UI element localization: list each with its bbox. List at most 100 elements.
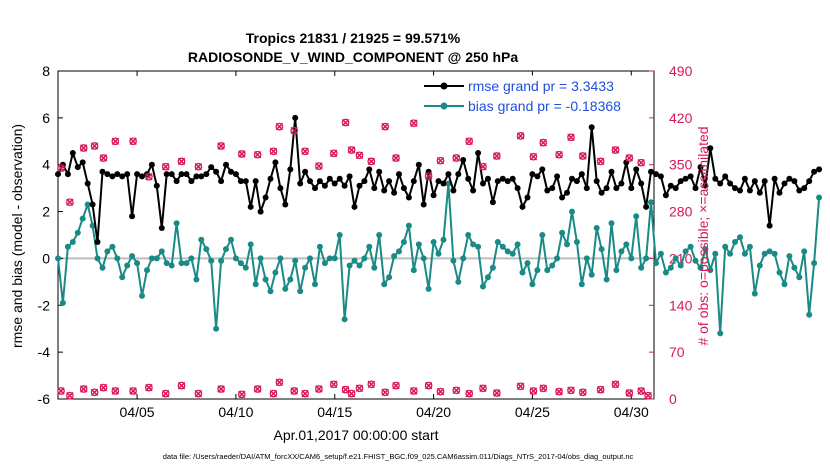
chart-title-line1: Tropics 21831 / 21925 = 99.571% bbox=[246, 30, 461, 46]
obs-possible-marker bbox=[611, 380, 620, 389]
obs-possible-marker bbox=[567, 133, 575, 142]
obs-assimilated-marker bbox=[452, 154, 461, 162]
bias-point bbox=[74, 229, 81, 236]
rmse-point bbox=[638, 180, 645, 187]
legend: rmse grand pr = 3.3433 bias grand pr = -… bbox=[418, 75, 652, 118]
obs-possible-marker bbox=[424, 172, 433, 180]
x-tick-label: 04/05 bbox=[120, 404, 155, 420]
rmse-point bbox=[514, 185, 521, 192]
bias-point bbox=[55, 255, 61, 262]
obs-possible-marker bbox=[539, 138, 548, 147]
rmse-point bbox=[603, 185, 610, 192]
bias-point bbox=[603, 276, 610, 283]
rmse-point bbox=[529, 171, 536, 178]
obs-possible-marker bbox=[301, 147, 309, 156]
obs-assimilated-marker bbox=[625, 389, 634, 397]
bias-point bbox=[188, 255, 195, 262]
bias-point bbox=[593, 225, 600, 231]
rmse-point bbox=[598, 189, 605, 196]
bias-point bbox=[638, 264, 645, 271]
rmse-point bbox=[99, 168, 106, 175]
rmse-point bbox=[257, 208, 264, 215]
obs-assimilated-marker bbox=[637, 387, 645, 395]
obs-assimilated-marker bbox=[555, 387, 563, 396]
obs-possible-marker bbox=[479, 162, 487, 171]
bias-point bbox=[653, 260, 659, 267]
obs-assimilated-marker bbox=[516, 382, 525, 391]
obs-possible-marker bbox=[347, 389, 356, 398]
rmse-point bbox=[746, 187, 753, 194]
obs-assimilated-marker bbox=[194, 389, 203, 398]
rmse-point bbox=[307, 178, 313, 185]
obs-assimilated-marker bbox=[66, 198, 74, 206]
rmse-point bbox=[643, 203, 650, 210]
bias-point bbox=[336, 232, 343, 238]
obs-possible-marker bbox=[315, 385, 323, 393]
rmse-point bbox=[465, 175, 472, 182]
obs-assimilated-marker bbox=[111, 387, 120, 395]
rmse-point bbox=[252, 178, 259, 185]
x-tick-label: 04/15 bbox=[317, 404, 352, 420]
rmse-point bbox=[316, 178, 323, 185]
obs-assimilated-marker bbox=[275, 122, 284, 131]
bias-point bbox=[420, 255, 427, 262]
bias-point bbox=[84, 201, 91, 208]
obs-possible-marker bbox=[625, 389, 634, 397]
obs-assimilated-marker bbox=[79, 144, 88, 152]
bias-point bbox=[717, 330, 724, 337]
obs-assimilated-marker bbox=[301, 389, 309, 398]
bias-point bbox=[366, 243, 373, 250]
obs-possible-marker bbox=[492, 389, 501, 397]
plot-area bbox=[57, 70, 655, 400]
obs-possible-marker bbox=[539, 384, 548, 393]
obs-assimilated-marker bbox=[238, 390, 246, 399]
obs-assimilated-marker bbox=[290, 387, 298, 395]
obs-assimilated-marker bbox=[516, 132, 525, 140]
obs-assimilated-marker bbox=[315, 385, 323, 393]
rmse-point bbox=[608, 168, 615, 175]
bias-point bbox=[672, 255, 679, 262]
rmse-point bbox=[494, 178, 501, 185]
rmse-point bbox=[801, 185, 808, 192]
rmse-point bbox=[618, 180, 625, 187]
rmse-point bbox=[331, 180, 338, 187]
rmse-point bbox=[366, 166, 373, 173]
obs-assimilated-marker bbox=[145, 173, 153, 181]
bias-point bbox=[59, 299, 66, 306]
bias-point bbox=[198, 236, 205, 243]
bias-point bbox=[776, 269, 783, 276]
obs-possible-marker bbox=[424, 381, 433, 390]
bias-point bbox=[761, 250, 768, 257]
obs-possible-marker bbox=[611, 146, 620, 154]
y-left-tick-label: 0 bbox=[42, 250, 50, 266]
bias-point bbox=[692, 257, 699, 264]
bias-point bbox=[168, 262, 175, 269]
rmse-point bbox=[470, 187, 477, 194]
bias-point bbox=[302, 264, 309, 271]
bias-point bbox=[104, 248, 111, 255]
obs-possible-marker bbox=[177, 381, 186, 390]
rmse-point bbox=[277, 185, 284, 192]
y-left-tick-label: 2 bbox=[42, 204, 50, 220]
bias-point bbox=[277, 255, 284, 262]
obs-possible-marker bbox=[347, 146, 356, 154]
obs-possible-marker bbox=[392, 381, 400, 390]
bias-point bbox=[178, 260, 185, 267]
rmse-point bbox=[435, 178, 442, 185]
bias-point bbox=[712, 250, 719, 257]
rmse-point bbox=[796, 187, 803, 194]
bias-point bbox=[588, 271, 595, 278]
rmse-point bbox=[460, 157, 467, 163]
rmse-point bbox=[158, 225, 165, 231]
bias-point bbox=[351, 257, 358, 264]
rmse-point bbox=[593, 178, 600, 185]
rmse-point bbox=[242, 178, 249, 185]
rmse-point bbox=[781, 180, 788, 187]
obs-possible-marker bbox=[290, 126, 299, 135]
rmse-point bbox=[400, 185, 407, 192]
bias-point bbox=[440, 236, 447, 243]
rmse-point bbox=[771, 175, 778, 182]
bias-point bbox=[223, 246, 229, 253]
rmse-point bbox=[776, 189, 783, 196]
bias-point bbox=[331, 255, 338, 262]
